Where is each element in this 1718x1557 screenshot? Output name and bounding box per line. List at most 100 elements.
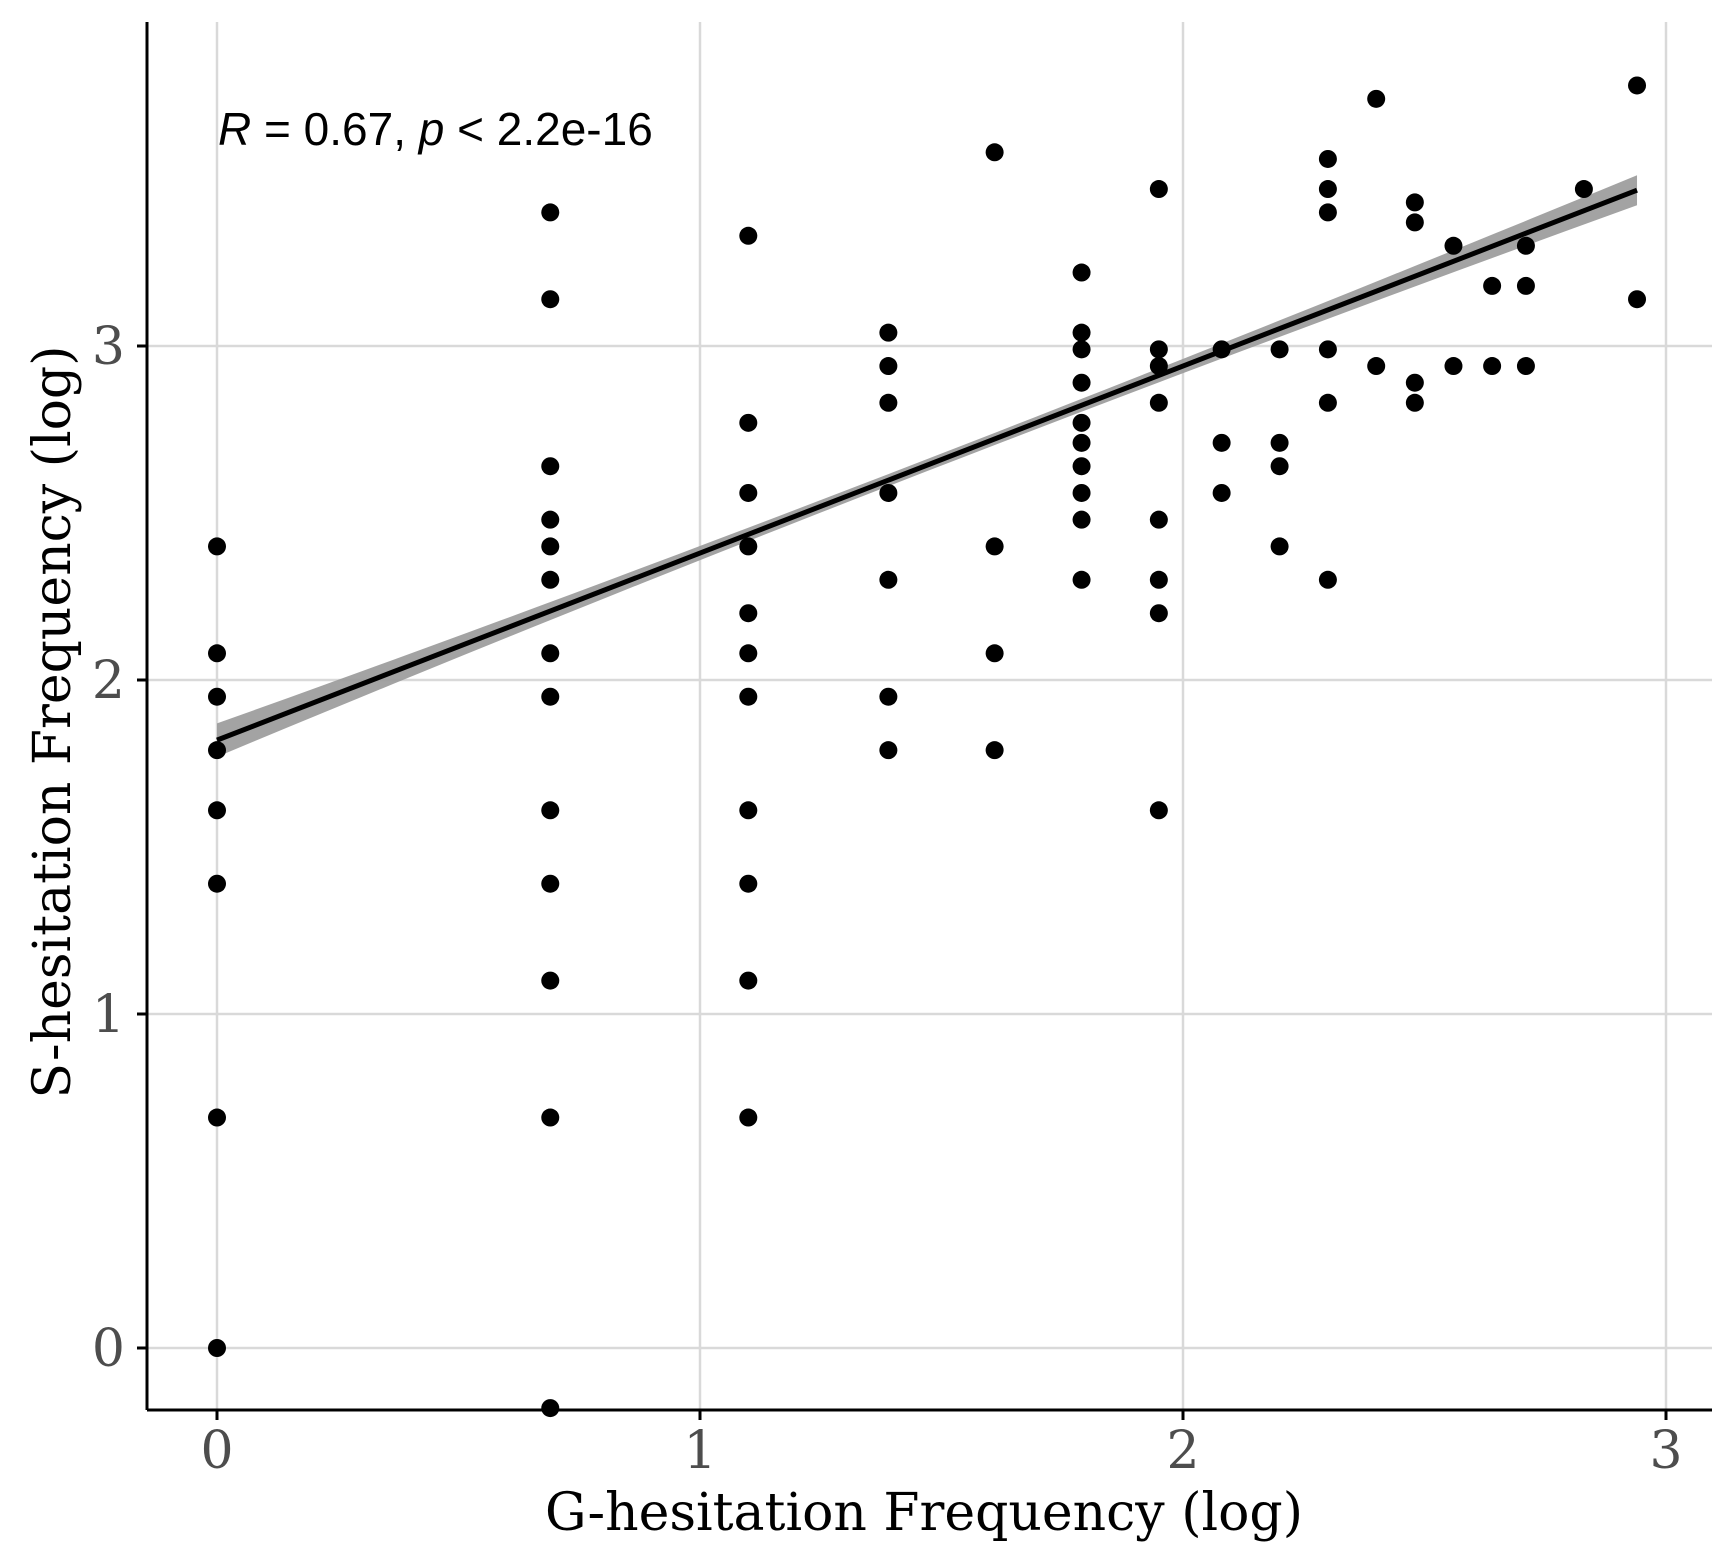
data-point [1516,276,1535,295]
p-value: < 2.2e-16 [444,103,652,155]
data-point [985,537,1004,556]
data-point [1405,193,1424,212]
data-point [541,510,560,529]
y-tick-label-3: 3 [92,317,125,377]
x-tick-label-1: 1 [683,1421,716,1481]
p-symbol: p [417,103,445,155]
data-point [1318,203,1337,222]
data-point [1483,276,1502,295]
data-point [1270,457,1289,476]
data-point [1072,263,1091,282]
data-point [208,1108,226,1127]
y-tick-label-0: 0 [92,1319,125,1379]
y-tick-label-2: 2 [92,651,125,711]
data-point [541,570,560,589]
data-point [1405,373,1424,392]
x-tick-label-2: 2 [1166,1421,1199,1481]
data-point [739,226,758,245]
data-point [1367,357,1386,376]
data-point [541,644,560,663]
data-point [541,1108,560,1127]
data-point [879,323,898,342]
data-point [541,801,560,820]
data-points [208,76,1647,1418]
y-tick-labels: 0 1 2 3 [92,317,147,1379]
data-point [1149,180,1168,199]
data-point [739,604,758,623]
data-point [985,143,1004,162]
data-point [739,874,758,893]
data-point [1072,433,1091,452]
data-point [739,483,758,502]
y-tick-label-1: 1 [92,985,125,1045]
data-point [1149,801,1168,820]
data-point [879,483,898,502]
data-point [1444,357,1463,376]
regression-fit [216,175,1638,757]
data-point [1212,483,1231,502]
data-point [1270,537,1289,556]
regression-line [216,187,1638,743]
data-point [879,393,898,412]
data-point [1212,433,1231,452]
y-axis-title: S-hesitation Frequency (log) [23,345,83,1098]
data-point [208,741,226,760]
x-gridlines [215,22,1668,1410]
data-point [1072,510,1091,529]
data-point [208,537,226,556]
data-point [541,203,560,222]
data-point [541,971,560,990]
data-point [739,801,758,820]
data-point [541,874,560,893]
data-point [208,874,226,893]
data-point [208,1339,226,1357]
x-tick-label-0: 0 [200,1421,233,1481]
r-value: = 0.67, [251,103,419,155]
data-point [1318,180,1337,199]
data-point [1270,433,1289,452]
data-point [1072,340,1091,359]
axes [145,22,1712,1412]
data-point [1574,180,1593,199]
data-point [1072,483,1091,502]
data-point [541,687,560,706]
data-point [739,413,758,432]
data-point [1149,510,1168,529]
x-tick-label-3: 3 [1649,1421,1682,1481]
data-point [1516,236,1535,255]
data-point [1072,413,1091,432]
data-point [739,971,758,990]
data-point [1072,457,1091,476]
data-point [208,644,226,663]
data-point [208,801,226,820]
data-point [541,537,560,556]
x-axis-title: G-hesitation Frequency (log) [545,1483,1303,1543]
data-point [1072,323,1091,342]
data-point [1516,357,1535,376]
data-point [1405,393,1424,412]
data-point [985,644,1004,663]
data-point [1483,357,1502,376]
data-point [1149,604,1168,623]
data-point [1444,236,1463,255]
data-point [1149,570,1168,589]
data-point [1149,340,1168,359]
data-point [1367,89,1386,108]
data-point [879,741,898,760]
data-point [1628,76,1647,95]
data-point [739,644,758,663]
r-symbol: R [218,103,251,155]
data-point [985,741,1004,760]
y-gridlines [147,344,1712,1350]
data-point [879,357,898,376]
data-point [541,1399,560,1418]
data-point [1318,149,1337,168]
data-point [1318,570,1337,589]
data-point [541,290,560,309]
data-point [541,457,560,476]
data-point [1149,393,1168,412]
data-point [1149,357,1168,376]
data-point [879,570,898,589]
data-point [1318,393,1337,412]
